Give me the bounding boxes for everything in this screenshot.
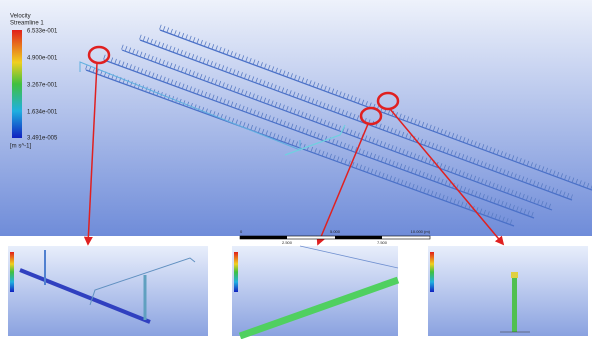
inset-left <box>8 246 208 336</box>
legend-label: 3.491e-005 <box>27 136 58 142</box>
inset-middle <box>232 246 398 336</box>
inset-pipe <box>511 272 518 278</box>
legend-label: 3.267e-001 <box>27 83 58 89</box>
legend-title: Velocity <box>10 14 31 20</box>
inset-bg <box>428 246 588 336</box>
inset-color-bar <box>10 252 14 292</box>
scale-label: 10.000 (m) <box>411 229 431 234</box>
scale-bar-seg <box>335 236 382 239</box>
legend-unit: [m s^-1] <box>10 144 31 150</box>
color-bar <box>12 30 22 138</box>
page: {"legend": {"title": "Velocity", "subtit… <box>0 0 592 339</box>
inset-pipe <box>512 274 517 332</box>
inset-bg <box>8 246 208 336</box>
scale-bar-seg <box>240 236 287 239</box>
inset-color-bar <box>234 252 238 292</box>
figure: Velocity Streamline 1 6.533e-001 4.900e-… <box>0 0 592 339</box>
legend-label: 1.634e-001 <box>27 110 58 116</box>
legend-subtitle: Streamline 1 <box>10 21 44 27</box>
inset-right <box>428 246 588 336</box>
scale-label: 5.000 <box>330 229 341 234</box>
scale-label: 2.500 <box>282 240 293 245</box>
inset-color-bar <box>430 252 434 292</box>
scale-label: 7.500 <box>377 240 388 245</box>
legend-label: 6.533e-001 <box>27 29 58 35</box>
legend-label: 4.900e-001 <box>27 56 58 62</box>
main-view <box>0 0 592 236</box>
